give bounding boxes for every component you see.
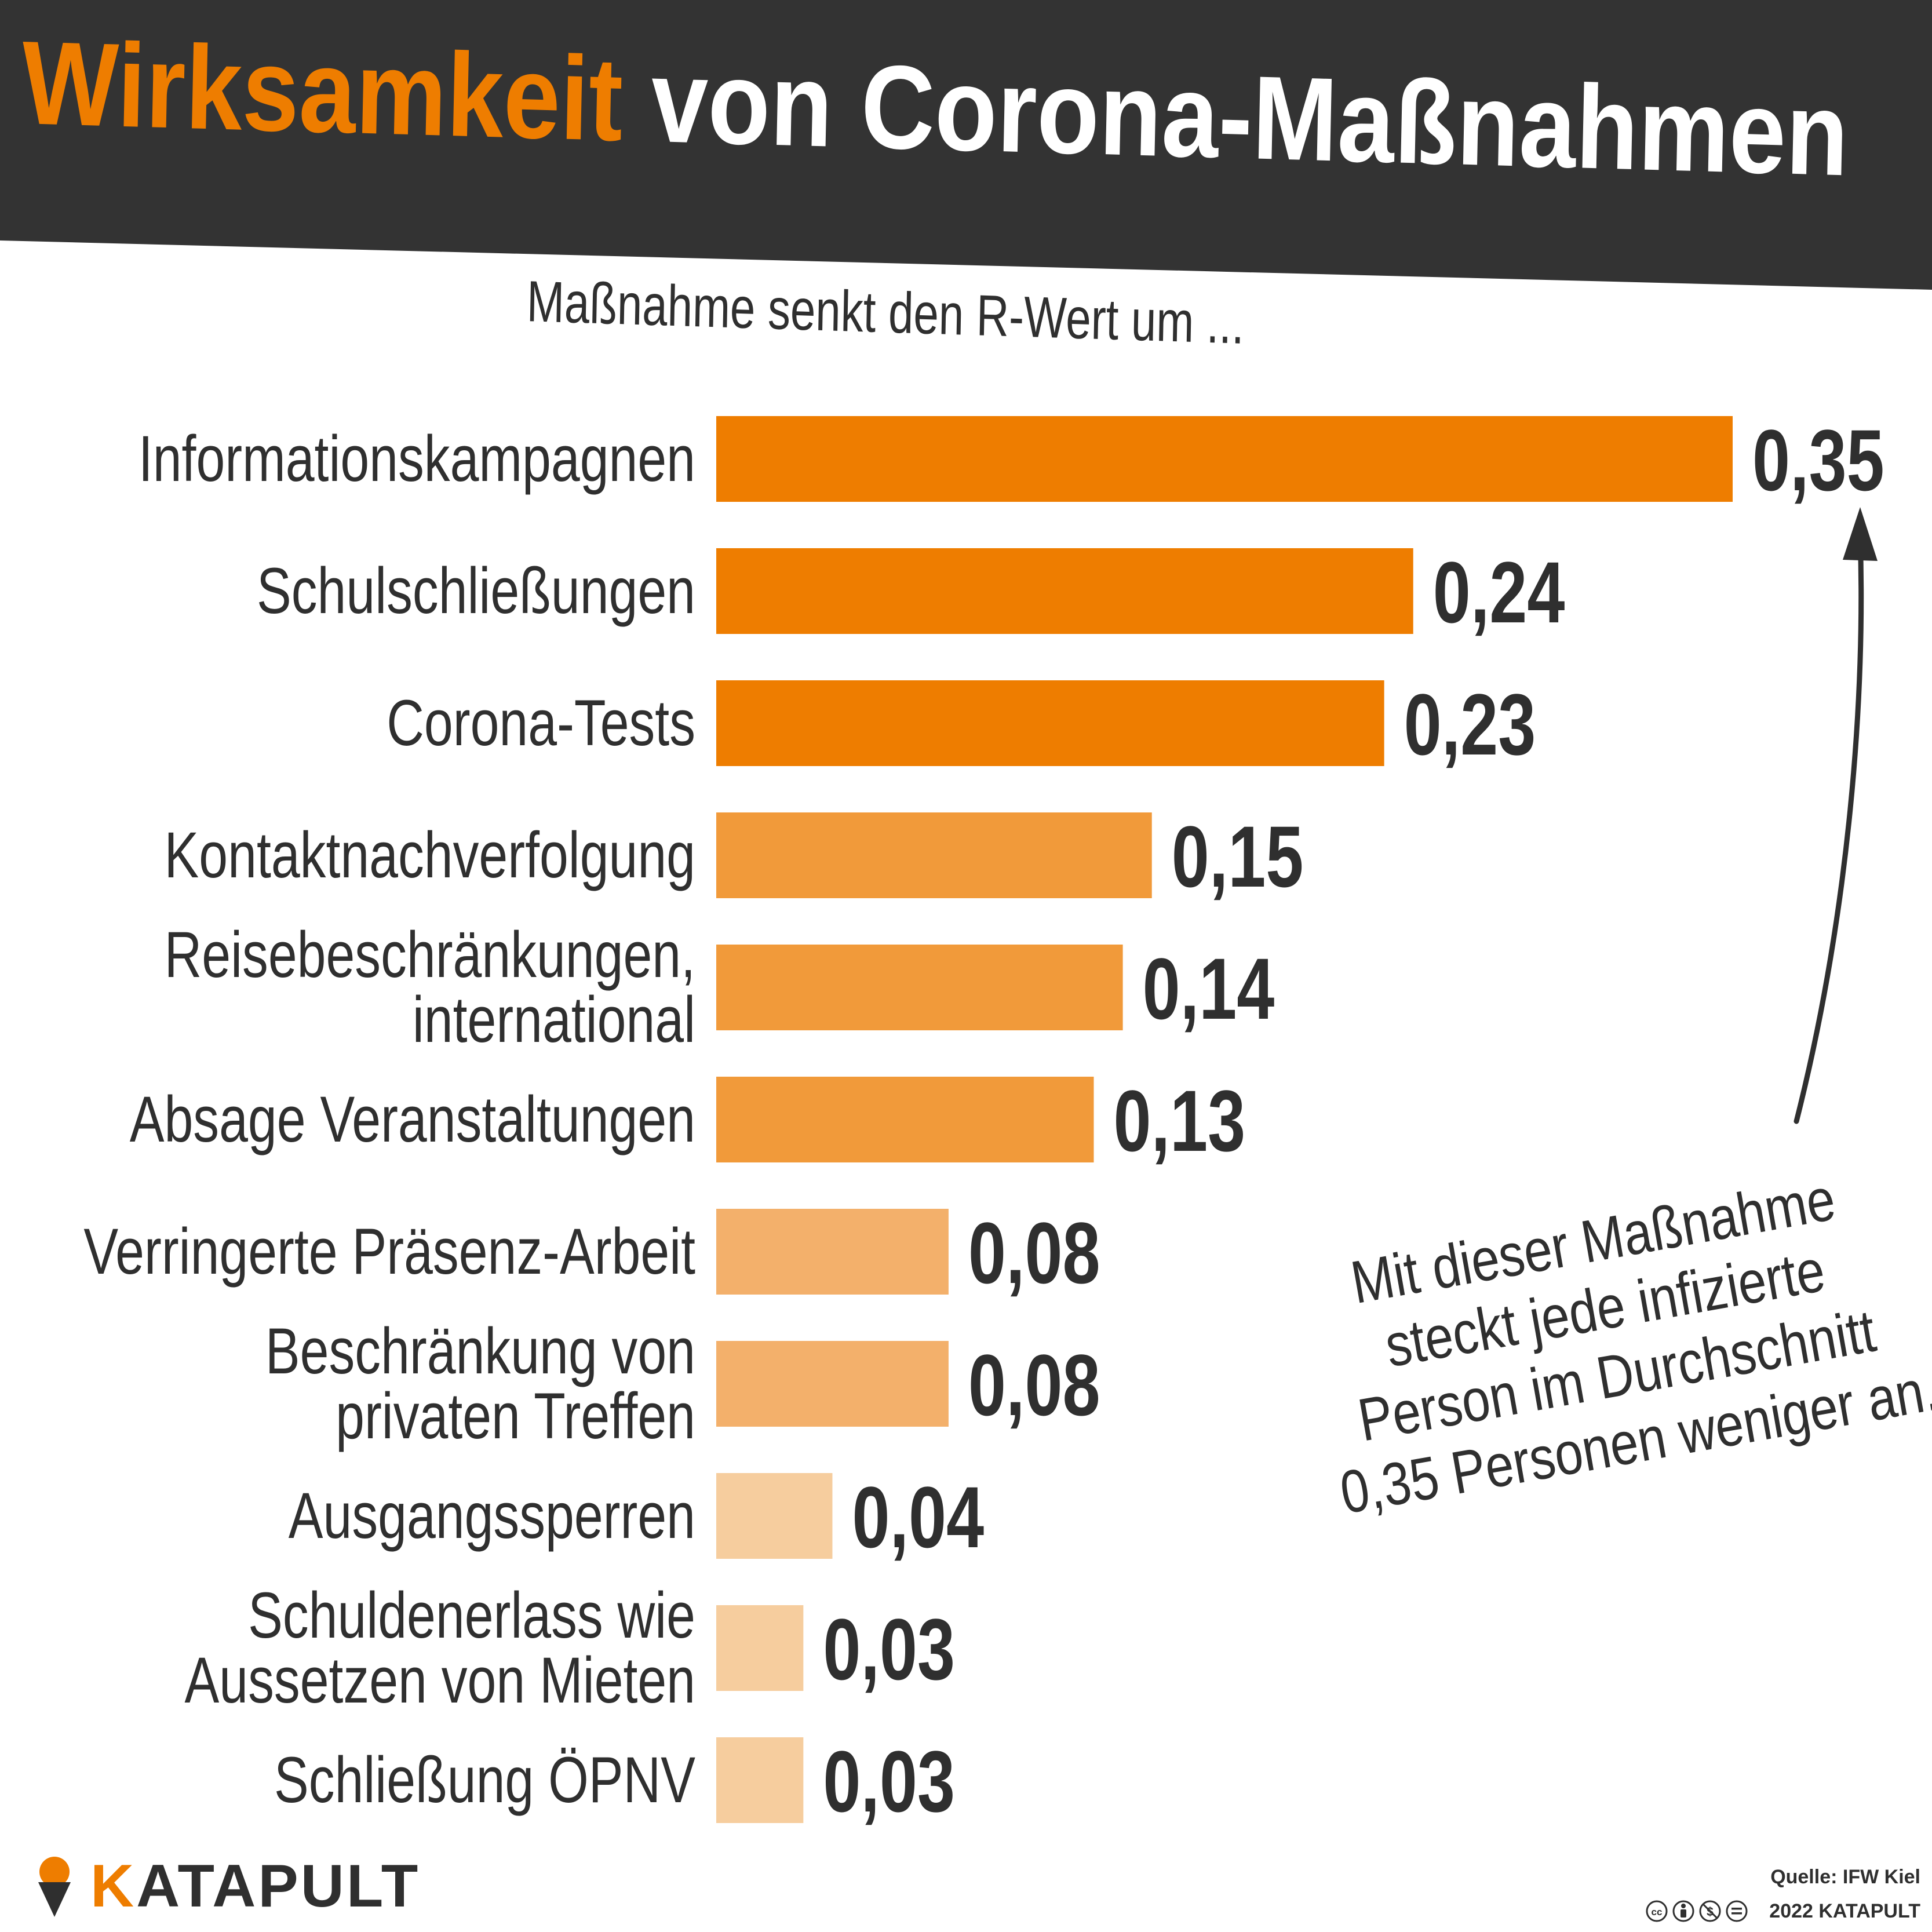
value-label: 0,35 bbox=[1752, 411, 1884, 509]
value-label: 0,08 bbox=[968, 1336, 1100, 1434]
bar bbox=[716, 416, 1733, 502]
bar bbox=[716, 945, 1123, 1030]
category-label: Reisebeschränkungen, international bbox=[165, 919, 695, 1056]
value-label: 0,15 bbox=[1172, 808, 1304, 905]
bar bbox=[716, 1473, 833, 1559]
value-label: 0,24 bbox=[1433, 544, 1565, 641]
header-band bbox=[0, 0, 1932, 290]
bar bbox=[716, 548, 1413, 634]
category-label: Informationskampagnen bbox=[138, 423, 695, 495]
value-label: 0,23 bbox=[1404, 676, 1536, 773]
value-label: 0,13 bbox=[1113, 1072, 1245, 1169]
bar bbox=[716, 1341, 949, 1427]
category-label: Absage Veranstaltungen bbox=[130, 1084, 695, 1156]
svg-text:cc: cc bbox=[1651, 1907, 1662, 1918]
catapult-scoop-icon bbox=[38, 1857, 71, 1917]
by-icon bbox=[1672, 1900, 1694, 1922]
source-note: Quelle: IFW Kiel bbox=[1770, 1866, 1920, 1888]
value-label: 0,03 bbox=[823, 1733, 955, 1830]
category-label: Schließung ÖPNV bbox=[274, 1744, 695, 1817]
nd-icon bbox=[1726, 1900, 1748, 1922]
value-labels-group: 0,350,240,230,150,140,130,080,080,040,03… bbox=[823, 411, 1884, 1830]
category-label: Kontaktnachverfolgung bbox=[165, 819, 695, 892]
category-label: Beschränkung von privaten Treffen bbox=[265, 1315, 695, 1453]
logo-wordmark: KATAPULT bbox=[90, 1854, 420, 1918]
category-label: Schuldenerlass wie Aussetzen von Mieten bbox=[185, 1580, 695, 1717]
nc-icon: $ bbox=[1699, 1900, 1721, 1922]
cc-icon: cc bbox=[1646, 1900, 1668, 1922]
logo-letter-k: K bbox=[90, 1853, 137, 1920]
value-label: 0,14 bbox=[1143, 940, 1275, 1037]
bar bbox=[716, 1209, 949, 1295]
credit-line: cc $ 2022 KATAPULT bbox=[1645, 1900, 1920, 1923]
bar bbox=[716, 812, 1152, 898]
value-label: 0,08 bbox=[968, 1204, 1100, 1302]
category-label: Schulschließungen bbox=[257, 555, 695, 628]
category-labels-group: Informationskampagnen Schulschließungen Co… bbox=[83, 423, 695, 1817]
category-label: Verringerte Präsenz-Arbeit bbox=[83, 1216, 695, 1288]
bar bbox=[716, 1077, 1094, 1162]
logo-rest: ATAPULT bbox=[136, 1853, 421, 1920]
bar bbox=[716, 1605, 804, 1691]
category-label: Ausgangssperren bbox=[289, 1480, 695, 1552]
category-label: Corona-Tests bbox=[387, 687, 695, 760]
bars-group bbox=[716, 416, 1733, 1823]
bar bbox=[716, 1737, 804, 1823]
value-label: 0,04 bbox=[852, 1468, 984, 1566]
value-label: 0,03 bbox=[823, 1601, 955, 1698]
bar bbox=[716, 680, 1384, 766]
credit-text: 2022 KATAPULT bbox=[1769, 1900, 1920, 1922]
